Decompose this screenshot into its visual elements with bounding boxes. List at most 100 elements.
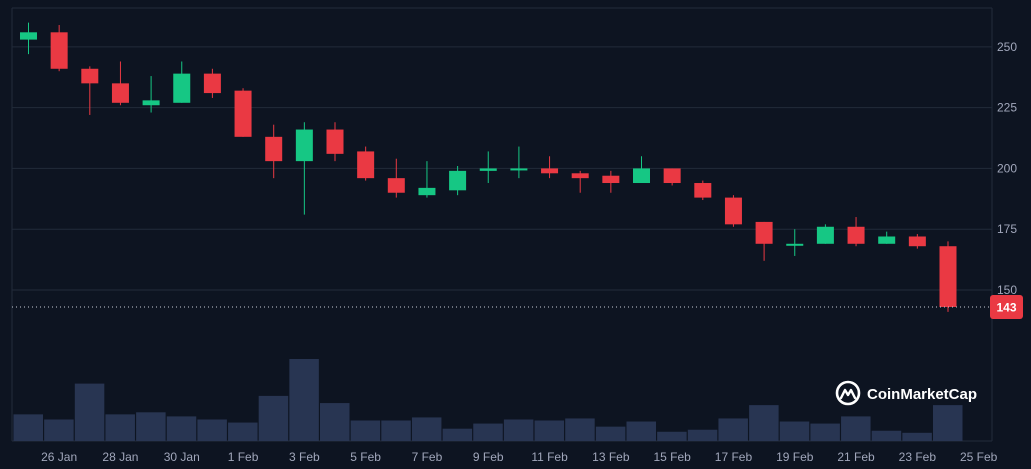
volume-bar — [503, 419, 534, 441]
candle-body — [786, 243, 804, 246]
volume-bar — [687, 429, 718, 441]
candle-body — [908, 236, 926, 247]
y-tick-label: 200 — [997, 161, 1017, 175]
axes: 143 150 175 200 225 250 26 Jan 28 Jan 30 Jan 1 Fe… — [12, 40, 1023, 464]
candle-body — [50, 32, 68, 69]
candle-body — [326, 129, 344, 154]
volume-bar — [197, 419, 227, 441]
candle — [633, 156, 650, 184]
volume-bar — [136, 412, 166, 441]
x-tick-label: 28 Jan — [102, 450, 138, 464]
candle — [20, 22, 37, 55]
volume-bar — [841, 416, 871, 441]
candle — [295, 122, 313, 215]
candle-body — [203, 73, 221, 94]
candle-body — [816, 226, 834, 244]
candle-body — [111, 83, 129, 103]
volume-bar — [871, 430, 902, 441]
coinmarketcap-watermark: CoinMarketCap — [835, 380, 977, 406]
x-tick-label: 30 Jan — [164, 450, 200, 464]
x-tick-label: 23 Feb — [899, 450, 937, 464]
current-price-tag-bg — [990, 294, 1023, 319]
volume-bar — [411, 417, 442, 441]
candle-body — [295, 129, 313, 162]
candle — [786, 229, 804, 256]
candle-body — [878, 236, 896, 244]
candle-body — [663, 168, 681, 184]
volume-bar — [166, 416, 197, 441]
candle — [326, 122, 344, 162]
y-tick-label: 225 — [997, 101, 1017, 115]
volume-bar — [902, 432, 932, 441]
x-tick-label: 26 Jan — [41, 450, 77, 464]
candle — [939, 241, 957, 312]
y-tick-label: 150 — [997, 283, 1017, 297]
x-tick-label: 11 Feb — [531, 450, 568, 464]
volume-bar — [74, 383, 105, 441]
grid-lines — [11, 7, 993, 442]
candle — [203, 68, 221, 98]
candle — [847, 217, 865, 247]
volume-bar — [350, 420, 381, 441]
candle — [81, 66, 99, 115]
y-tick-label: 250 — [997, 40, 1017, 54]
volume-bar — [718, 418, 748, 441]
current-price-label: 143 — [996, 300, 1016, 314]
candle — [387, 158, 405, 198]
volume-bar — [258, 395, 289, 441]
volume-bar — [565, 418, 595, 441]
volume-bar — [289, 359, 319, 441]
candle-body — [449, 170, 467, 191]
candle-body — [847, 226, 865, 244]
candle-body — [387, 178, 405, 193]
coinmarketcap-logo-icon — [835, 380, 861, 406]
volume-bar — [473, 423, 503, 441]
x-tick-label: 15 Feb — [653, 450, 691, 464]
x-tick-label: 17 Feb — [715, 450, 753, 464]
candle — [602, 170, 620, 193]
candle — [694, 180, 712, 201]
current-price-tag: 143 — [990, 294, 1023, 319]
volume-bar — [626, 421, 656, 441]
candle — [173, 61, 191, 103]
volume-bar — [779, 421, 810, 441]
volume-bar — [228, 422, 258, 441]
volume-bar — [749, 405, 779, 441]
candle-body — [724, 197, 742, 225]
candle — [908, 234, 926, 249]
candle-body — [81, 68, 99, 84]
volume-bar — [381, 420, 411, 441]
candle — [510, 146, 528, 179]
candle — [541, 156, 559, 179]
volume-bar — [534, 420, 565, 441]
candle-body — [694, 183, 712, 198]
volume-bars — [13, 359, 963, 441]
candle-body — [571, 173, 589, 179]
candle-body — [142, 100, 160, 106]
candle — [479, 151, 497, 184]
candle — [724, 195, 742, 227]
candle-body — [20, 32, 37, 40]
x-tick-label: 21 Feb — [837, 450, 875, 464]
volume-bar — [320, 403, 350, 441]
watermark-text: CoinMarketCap — [867, 386, 977, 403]
candle — [755, 221, 773, 261]
volume-bar — [44, 419, 74, 441]
candle-body — [602, 175, 620, 184]
candle — [816, 224, 834, 244]
volume-bar — [13, 414, 43, 441]
candle — [357, 146, 375, 181]
candle-body — [265, 136, 283, 162]
volume-bar — [810, 423, 840, 441]
candles — [20, 22, 957, 312]
candle — [418, 161, 436, 198]
candle — [571, 170, 589, 193]
candle-body — [357, 151, 375, 179]
y-tick-label: 175 — [997, 222, 1017, 236]
candle — [50, 25, 68, 72]
candle-body — [173, 73, 191, 103]
x-tick-label: 25 Feb — [960, 450, 998, 464]
x-tick-label: 5 Feb — [350, 450, 381, 464]
